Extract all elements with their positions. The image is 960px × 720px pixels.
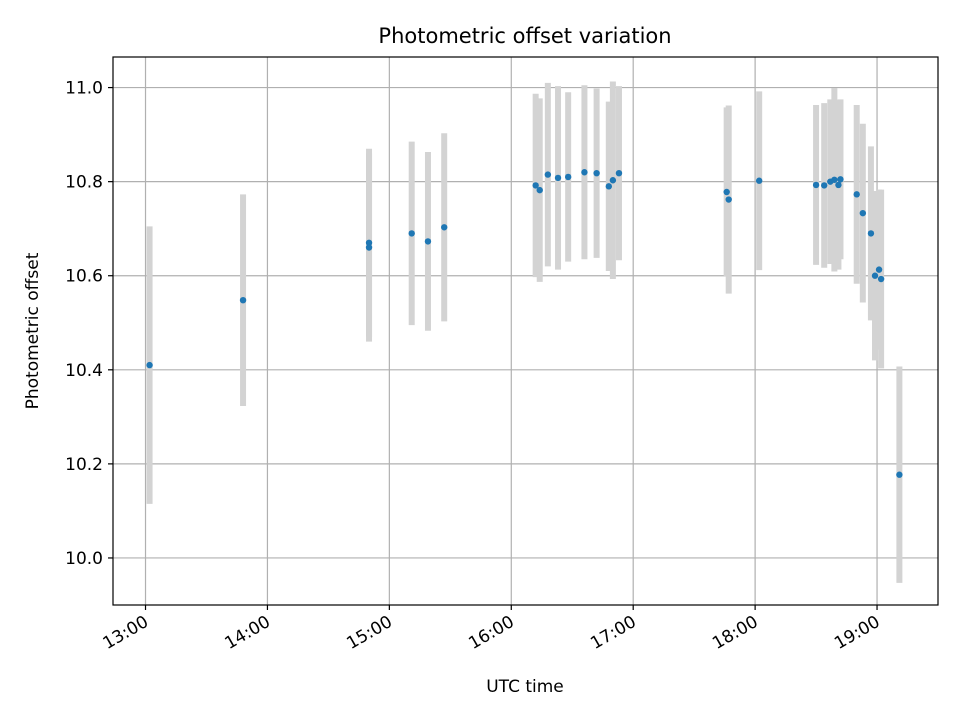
data-point xyxy=(831,176,838,183)
y-tick-label: 10.2 xyxy=(65,455,103,475)
data-point xyxy=(853,191,860,198)
data-point xyxy=(615,169,623,177)
data-point xyxy=(146,361,153,369)
data-point xyxy=(837,176,844,183)
data-points xyxy=(146,169,903,478)
data-point xyxy=(725,196,732,203)
y-tick-label: 10.4 xyxy=(65,361,103,381)
data-point xyxy=(441,224,448,231)
data-point xyxy=(544,171,552,178)
data-point xyxy=(581,169,588,176)
y-tick-label: 10.0 xyxy=(65,549,103,569)
data-point xyxy=(871,272,879,279)
data-point xyxy=(365,244,373,251)
y-tick-label: 10.8 xyxy=(65,173,103,193)
data-point xyxy=(821,182,828,189)
y-tick-label: 11.0 xyxy=(65,79,103,99)
data-point xyxy=(875,266,883,273)
x-axis-label: UTC time xyxy=(486,677,564,697)
grid-lines xyxy=(113,57,938,605)
data-point xyxy=(564,173,572,181)
data-point xyxy=(536,186,543,194)
chart-title: Photometric offset variation xyxy=(378,24,671,48)
y-axis-ticks: 10.0 10.2 10.4 10.6 10.8 11.0 xyxy=(65,79,113,569)
data-point xyxy=(877,275,885,283)
data-point xyxy=(532,182,539,189)
data-point xyxy=(835,181,842,189)
y-axis-label: Photometric offset xyxy=(23,252,43,409)
data-point xyxy=(609,177,617,184)
data-point xyxy=(812,181,820,189)
data-point xyxy=(408,230,415,237)
plot-frame xyxy=(112,56,939,606)
data-point xyxy=(554,174,562,182)
data-point xyxy=(867,230,875,237)
data-point xyxy=(605,183,613,190)
data-point xyxy=(859,209,867,217)
y-tick-label: 10.6 xyxy=(65,267,103,287)
data-point xyxy=(896,471,903,478)
data-point xyxy=(365,239,373,247)
data-point xyxy=(593,169,600,177)
data-point xyxy=(723,188,730,196)
data-point xyxy=(424,238,432,245)
data-point xyxy=(239,296,247,304)
data-point xyxy=(755,177,763,184)
